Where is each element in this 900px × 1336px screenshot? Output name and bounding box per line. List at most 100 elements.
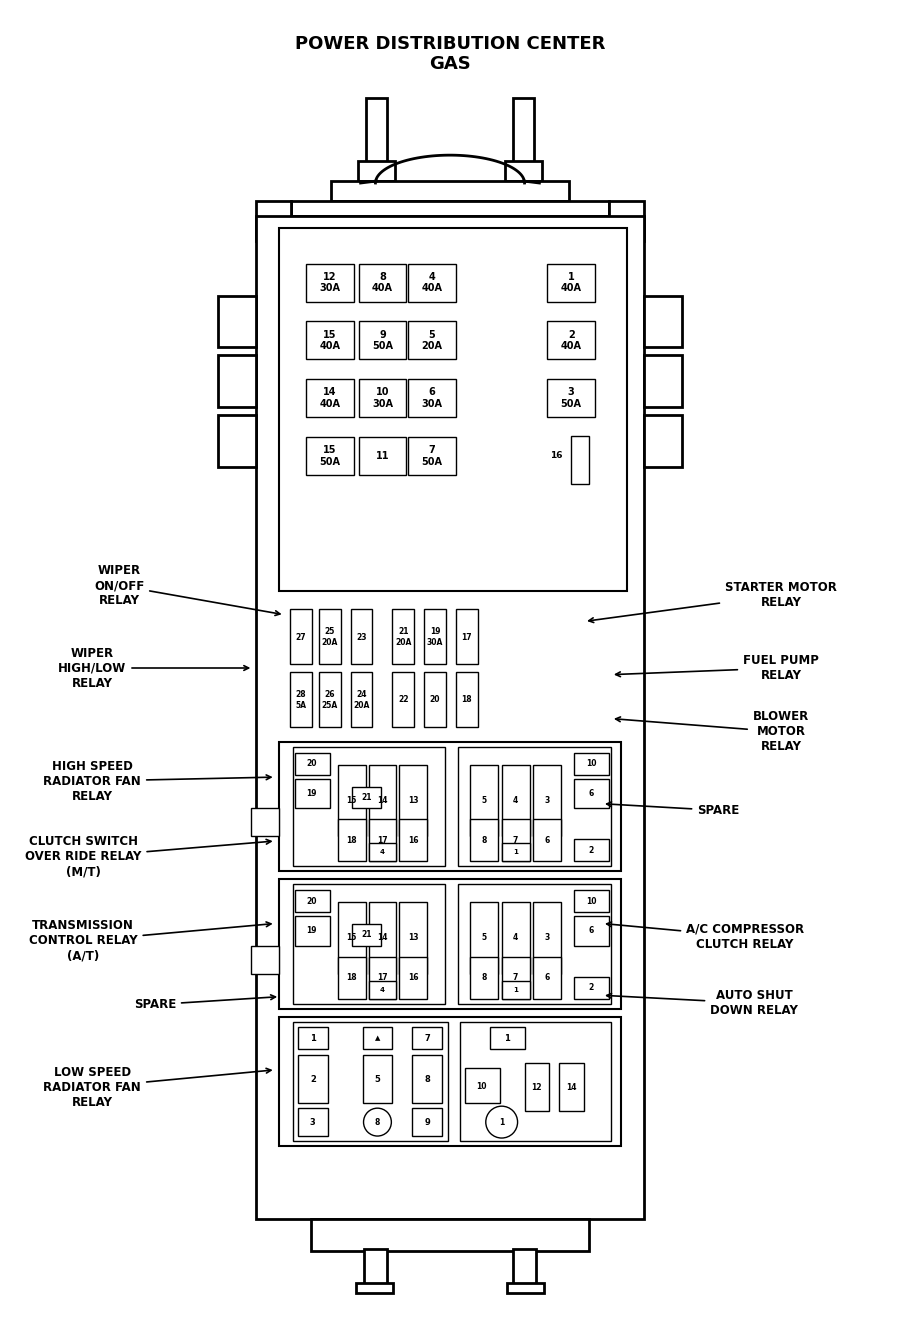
Bar <box>547 322 595 359</box>
Text: SPARE: SPARE <box>134 995 275 1011</box>
Text: 8
40A: 8 40A <box>372 271 393 294</box>
Text: 7: 7 <box>513 836 518 844</box>
Bar <box>219 415 256 466</box>
Text: WIPER
ON/OFF
RELAY: WIPER ON/OFF RELAY <box>94 564 280 616</box>
Bar <box>400 957 428 998</box>
Bar <box>458 747 611 866</box>
Text: 23: 23 <box>356 633 367 641</box>
Text: 4: 4 <box>380 987 385 993</box>
Bar <box>363 1055 392 1104</box>
Text: 10: 10 <box>586 896 597 906</box>
Bar <box>306 379 354 417</box>
Bar <box>507 1284 544 1293</box>
Text: 1: 1 <box>310 1034 316 1043</box>
Text: 21: 21 <box>361 930 372 939</box>
Bar <box>534 957 562 998</box>
Text: FUEL PUMP
RELAY: FUEL PUMP RELAY <box>616 655 819 681</box>
Bar <box>470 819 498 862</box>
Bar <box>279 1017 621 1146</box>
Text: 19: 19 <box>307 926 317 935</box>
Bar <box>547 263 595 302</box>
Text: ▲: ▲ <box>374 1035 380 1042</box>
Text: 1: 1 <box>513 850 518 855</box>
Bar <box>609 200 644 240</box>
Text: 5
20A: 5 20A <box>421 330 443 351</box>
Bar <box>306 263 354 302</box>
Text: 13: 13 <box>408 796 418 806</box>
Text: HIGH SPEED
RADIATOR FAN
RELAY: HIGH SPEED RADIATOR FAN RELAY <box>43 760 271 803</box>
Bar <box>363 1027 392 1049</box>
Text: 15: 15 <box>346 796 356 806</box>
Bar <box>412 1108 442 1136</box>
Text: WIPER
HIGH/LOW
RELAY: WIPER HIGH/LOW RELAY <box>58 647 248 689</box>
Text: 25
20A: 25 20A <box>321 628 338 647</box>
Bar <box>534 819 562 862</box>
Bar <box>368 902 396 974</box>
Bar <box>290 672 312 727</box>
Text: 8: 8 <box>374 1118 380 1126</box>
Text: 18: 18 <box>462 695 472 704</box>
Bar <box>293 1022 448 1141</box>
Bar <box>534 764 562 836</box>
Text: 14: 14 <box>377 796 388 806</box>
Text: 28
5A: 28 5A <box>295 691 306 709</box>
Text: 26
25A: 26 25A <box>321 691 338 709</box>
Text: 8: 8 <box>482 836 487 844</box>
Bar <box>351 609 373 664</box>
Text: 2: 2 <box>589 983 594 993</box>
Bar <box>338 819 365 862</box>
Bar <box>501 764 529 836</box>
Bar <box>513 99 535 163</box>
Bar <box>357 162 395 182</box>
Bar <box>392 672 414 727</box>
Text: 14
40A: 14 40A <box>320 387 340 409</box>
Text: 10
30A: 10 30A <box>372 387 393 409</box>
Bar <box>400 819 428 862</box>
Text: 17: 17 <box>377 973 388 982</box>
Bar <box>409 379 456 417</box>
Bar <box>574 779 609 808</box>
Bar <box>368 843 396 862</box>
Bar <box>412 1027 442 1049</box>
Bar <box>338 957 365 998</box>
Text: 1: 1 <box>504 1034 509 1043</box>
Text: 12: 12 <box>531 1082 542 1092</box>
Bar <box>574 839 609 862</box>
Bar <box>456 609 478 664</box>
Bar <box>256 216 644 1218</box>
Bar <box>456 672 478 727</box>
Text: 11: 11 <box>375 450 389 461</box>
Bar <box>330 182 570 200</box>
Bar <box>293 884 445 1003</box>
Text: 15
40A: 15 40A <box>320 330 340 351</box>
Text: 19
30A: 19 30A <box>427 628 444 647</box>
Bar <box>501 981 529 998</box>
Circle shape <box>364 1108 392 1136</box>
Text: 5: 5 <box>482 796 486 806</box>
Text: A/C COMPRESSOR
CLUTCH RELAY: A/C COMPRESSOR CLUTCH RELAY <box>607 922 805 951</box>
Bar <box>290 609 312 664</box>
Bar <box>368 819 396 862</box>
Bar <box>338 902 365 974</box>
Text: 22: 22 <box>398 695 409 704</box>
Bar <box>368 981 396 998</box>
Text: 17: 17 <box>462 633 472 641</box>
Bar <box>644 355 681 407</box>
Bar <box>291 200 609 216</box>
Text: 15: 15 <box>346 934 356 942</box>
Bar <box>352 787 382 808</box>
Text: 2: 2 <box>589 846 594 855</box>
Bar <box>338 764 365 836</box>
Bar <box>352 925 382 946</box>
Bar <box>574 977 609 998</box>
Bar <box>306 437 354 474</box>
Text: STARTER MOTOR
RELAY: STARTER MOTOR RELAY <box>589 581 837 623</box>
Bar <box>298 1055 328 1104</box>
Bar <box>574 916 609 946</box>
Text: 6
30A: 6 30A <box>421 387 443 409</box>
Text: 10: 10 <box>586 759 597 768</box>
Bar <box>424 672 446 727</box>
Bar <box>368 957 396 998</box>
Text: 21
20A: 21 20A <box>395 628 411 647</box>
Bar <box>351 672 373 727</box>
